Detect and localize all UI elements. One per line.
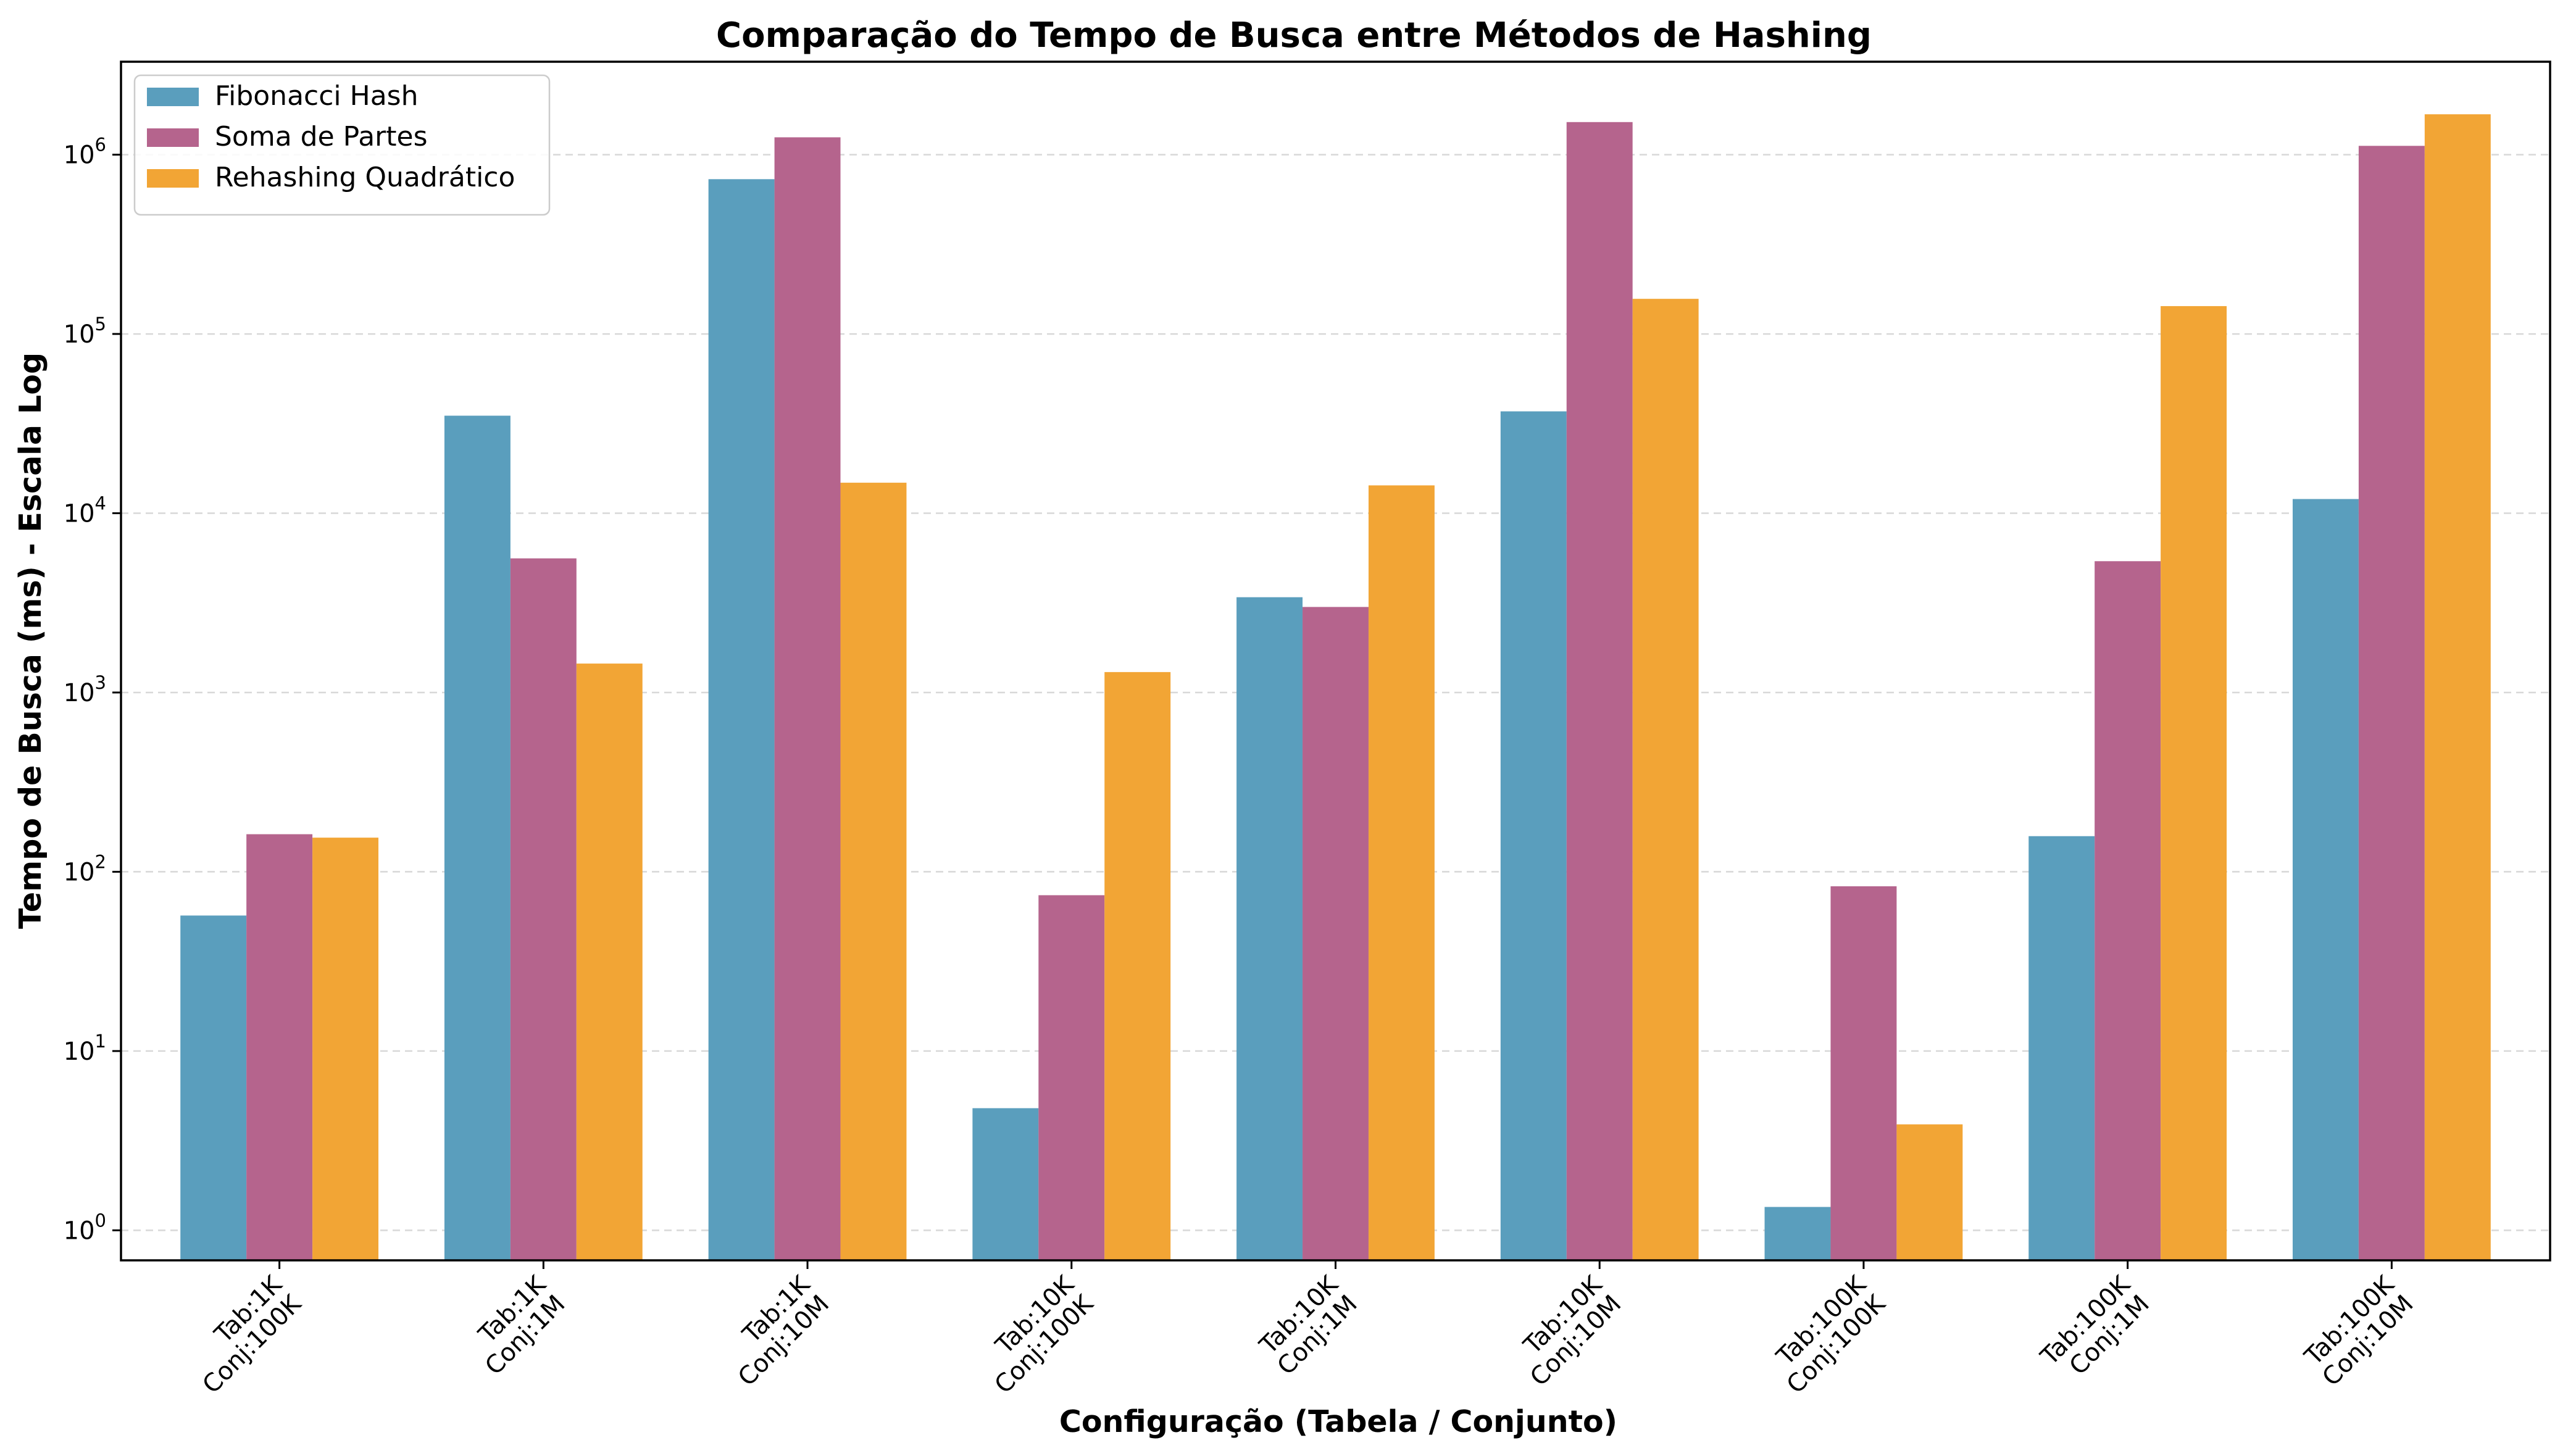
legend-item: Rehashing Quadrático <box>147 162 515 193</box>
x-axis-label: Configuração (Tabela / Conjunto) <box>1059 1404 1617 1439</box>
legend-label: Rehashing Quadrático <box>215 162 515 193</box>
legend-swatch <box>147 88 199 106</box>
y-tick-exponent: 3 <box>95 672 106 693</box>
x-axis-ticks: Tab:1KConj:100K Tab:1KConj:1M Tab:1KConj:1… <box>178 1260 2420 1399</box>
bar <box>2028 836 2095 1260</box>
x-tick-label: Tab:100KConj:10M <box>2298 1270 2420 1392</box>
bar <box>840 483 907 1260</box>
bar <box>312 838 379 1260</box>
x-tick-label: Tab:1KConj:100K <box>178 1270 307 1399</box>
y-tick-label: 100 <box>64 1210 106 1245</box>
legend: Fibonacci Hash Soma de Partes Rehashing Qu… <box>133 74 551 216</box>
y-tick-exponent: 6 <box>95 135 106 156</box>
bar <box>2292 499 2359 1260</box>
y-tick-base: 10 <box>64 141 95 170</box>
bar <box>180 915 247 1260</box>
bar <box>2424 114 2491 1261</box>
y-tick-exponent: 1 <box>95 1031 106 1052</box>
x-tick-label: Tab:1KConj:10M <box>714 1270 836 1392</box>
y-tick-base: 10 <box>64 858 95 886</box>
bar <box>444 415 511 1260</box>
bar <box>576 664 643 1260</box>
bar <box>1830 886 1897 1260</box>
bar-series <box>180 179 2359 1261</box>
bar <box>1764 1207 1831 1260</box>
y-tick-exponent: 0 <box>95 1210 106 1231</box>
bar-series <box>246 122 2425 1260</box>
y-tick-base: 10 <box>64 1038 95 1066</box>
y-tick-label: 105 <box>64 314 106 349</box>
legend-frame <box>133 74 551 216</box>
y-tick-exponent: 5 <box>95 314 106 335</box>
bar <box>972 1108 1039 1260</box>
y-tick-label: 103 <box>64 672 106 707</box>
y-tick-base: 10 <box>64 500 95 528</box>
y-tick-base: 10 <box>64 679 95 707</box>
bar <box>1368 485 1435 1261</box>
bar <box>1303 607 1369 1260</box>
bar-series <box>312 114 2491 1261</box>
bar <box>2095 561 2161 1260</box>
legend-label: Soma de Partes <box>215 121 428 152</box>
chart-title: Comparação do Tempo de Busca entre Métod… <box>716 15 1872 56</box>
bar <box>2161 306 2227 1260</box>
bar <box>708 179 775 1260</box>
y-tick-exponent: 4 <box>95 493 106 514</box>
legend-label: Fibonacci Hash <box>215 80 418 112</box>
bar <box>1038 895 1105 1260</box>
y-tick-base: 10 <box>64 1217 95 1245</box>
y-tick-base: 10 <box>64 320 95 349</box>
y-tick-exponent: 2 <box>95 851 106 872</box>
bar <box>246 834 313 1260</box>
bar <box>1632 299 1699 1260</box>
y-tick-label: 106 <box>64 135 106 170</box>
x-tick-label: Tab:1KConj:1M <box>461 1270 572 1381</box>
bar <box>1896 1124 1963 1260</box>
legend-swatch <box>147 128 199 147</box>
x-tick-label: Tab:100KConj:1M <box>2035 1270 2156 1391</box>
y-tick-label: 101 <box>64 1031 106 1066</box>
bar <box>1500 411 1567 1261</box>
x-tick-label: Tab:10KConj:1M <box>1253 1270 1364 1381</box>
x-tick-label: Tab:100KConj:100K <box>1762 1270 1892 1399</box>
y-tick-label: 104 <box>64 493 106 528</box>
bars <box>180 114 2491 1261</box>
x-tick-label: Tab:10KConj:100K <box>970 1270 1099 1399</box>
legend-item: Soma de Partes <box>147 121 428 152</box>
legend-swatch <box>147 169 199 188</box>
bar <box>510 558 577 1260</box>
bar <box>1566 122 1633 1260</box>
bar <box>774 137 841 1260</box>
y-tick-label: 102 <box>64 851 106 886</box>
bar <box>1104 672 1171 1260</box>
x-tick-label: Tab:10KConj:10M <box>1506 1270 1628 1392</box>
bar <box>1236 597 1303 1260</box>
y-axis-label: Tempo de Busca (ms) - Escala Log <box>13 352 48 929</box>
legend-item: Fibonacci Hash <box>147 80 418 112</box>
bar <box>2358 146 2425 1260</box>
